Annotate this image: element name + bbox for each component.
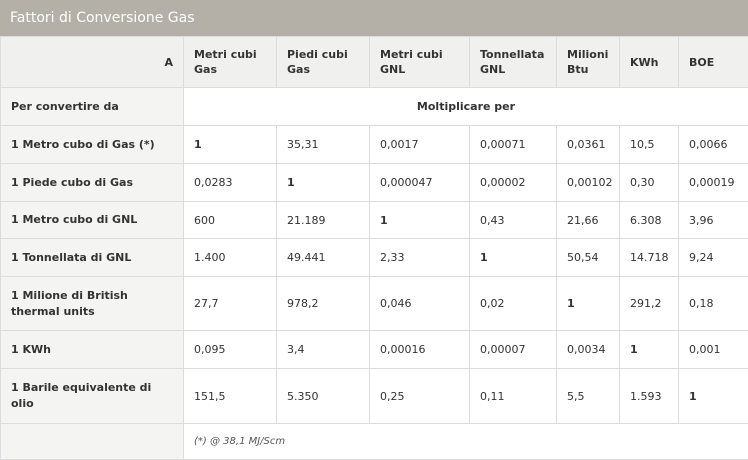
table-cell: 0,0034 [557,331,620,369]
table-cell: 600 [184,202,277,239]
multiply-label: Moltiplicare per [184,88,748,126]
panel-title: Fattori di Conversione Gas [0,0,748,36]
table-cell: 50,54 [557,239,620,277]
table-cell: 1.593 [620,369,679,424]
table-cell: 0,00102 [557,164,620,202]
column-header: Metri cubi GNL [370,37,470,88]
table-cell: 1 [679,369,748,424]
table-cell: 0,00071 [470,126,557,164]
table-cell: 0,43 [470,202,557,239]
table-cell: 0,00007 [470,331,557,369]
row-label: 1 KWh [1,331,184,369]
table-cell: 5,5 [557,369,620,424]
table-cell: 9,24 [679,239,748,277]
column-header: BOE [679,37,748,88]
table-cell: 1 [277,164,370,202]
row-label: 1 Piede cubo di Gas [1,164,184,202]
table-cell: 0,0066 [679,126,748,164]
table-cell: 1 [470,239,557,277]
footnote-spacer [1,424,184,460]
column-header: Piedi cubi Gas [277,37,370,88]
column-header: Metri cubi Gas [184,37,277,88]
table-cell: 1 [620,331,679,369]
table-cell: 49.441 [277,239,370,277]
convert-from-label: Per convertire da [1,88,184,126]
table-cell: 1.400 [184,239,277,277]
table-cell: 978,2 [277,277,370,331]
conversion-table: A Metri cubi Gas Piedi cubi Gas Metri cu… [0,36,748,460]
table-cell: 21,66 [557,202,620,239]
table-cell: 0,00019 [679,164,748,202]
table-cell: 5.350 [277,369,370,424]
table-cell: 151,5 [184,369,277,424]
table-cell: 6.308 [620,202,679,239]
table-cell: 0,0017 [370,126,470,164]
table-cell: 0,001 [679,331,748,369]
footnote-row: (*) @ 38,1 MJ/Scm [1,424,748,460]
table-cell: 1 [184,126,277,164]
row-label: 1 Milione di British thermal units [1,277,184,331]
table-cell: 10,5 [620,126,679,164]
row-label: 1 Metro cubo di Gas (*) [1,126,184,164]
column-header: Milioni Btu [557,37,620,88]
table-cell: 291,2 [620,277,679,331]
table-cell: 0,0283 [184,164,277,202]
subheader-row: Per convertire da Moltiplicare per [1,88,748,126]
table-cell: 0,11 [470,369,557,424]
table-cell: 0,02 [470,277,557,331]
column-header: Tonnellata GNL [470,37,557,88]
table-cell: 0,046 [370,277,470,331]
row-label: 1 Tonnellata di GNL [1,239,184,277]
corner-header: A [1,37,184,88]
column-header-row: A Metri cubi Gas Piedi cubi Gas Metri cu… [1,37,748,88]
table-cell: 0,30 [620,164,679,202]
table-cell: 0,25 [370,369,470,424]
row-label: 1 Metro cubo di GNL [1,202,184,239]
table-cell: 0,18 [679,277,748,331]
table-cell: 3,4 [277,331,370,369]
table-cell: 21.189 [277,202,370,239]
table-cell: 2,33 [370,239,470,277]
table-cell: 0,000047 [370,164,470,202]
table-cell: 27,7 [184,277,277,331]
table-cell: 0,00002 [470,164,557,202]
table-cell: 35,31 [277,126,370,164]
table-cell: 0,0361 [557,126,620,164]
table-cell: 1 [557,277,620,331]
table-cell: 3,96 [679,202,748,239]
table-cell: 0,00016 [370,331,470,369]
column-header: KWh [620,37,679,88]
row-label: 1 Barile equivalente di olio [1,369,184,424]
footnote: (*) @ 38,1 MJ/Scm [184,424,748,460]
table-cell: 14.718 [620,239,679,277]
table-cell: 1 [370,202,470,239]
table-cell: 0,095 [184,331,277,369]
